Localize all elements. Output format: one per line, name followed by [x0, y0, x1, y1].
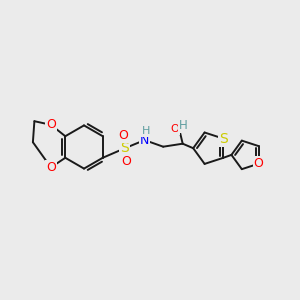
Text: N: N: [140, 134, 149, 147]
Text: S: S: [219, 131, 227, 146]
Text: H: H: [179, 118, 188, 132]
Text: O: O: [254, 157, 263, 170]
Text: O: O: [121, 154, 130, 168]
Text: H: H: [142, 126, 150, 136]
Text: O: O: [118, 129, 128, 142]
Text: O: O: [46, 161, 56, 174]
Text: S: S: [120, 142, 129, 155]
Text: O: O: [46, 118, 56, 131]
Text: O: O: [170, 124, 179, 134]
